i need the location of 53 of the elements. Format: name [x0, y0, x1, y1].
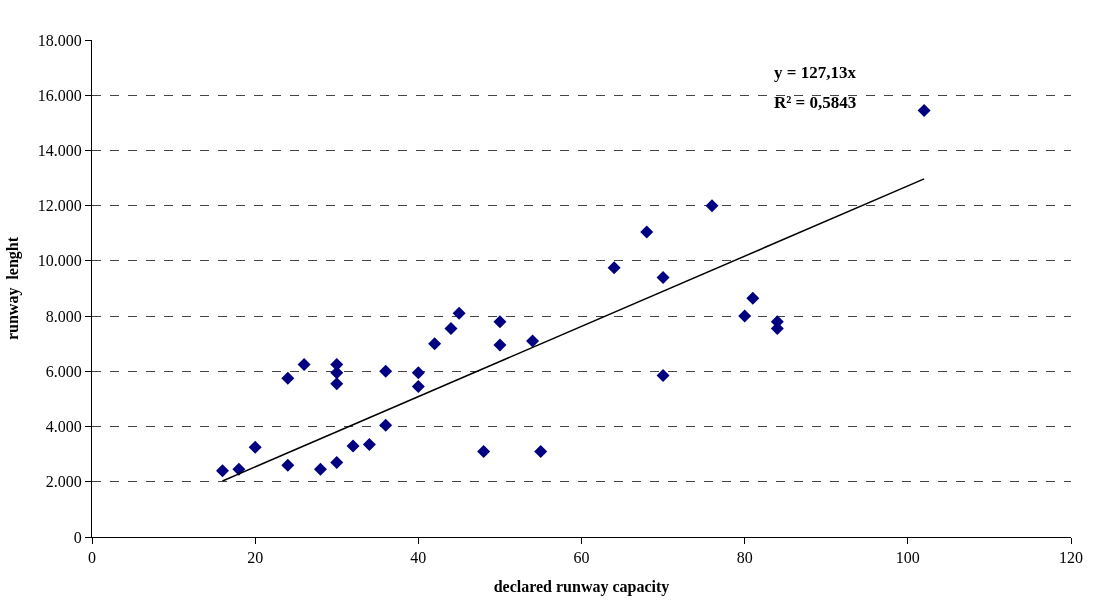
- point: [411, 366, 425, 380]
- point: [477, 444, 491, 458]
- point: [444, 322, 458, 336]
- x-tick-label: 20: [247, 549, 264, 567]
- point: [330, 366, 344, 380]
- y-tick-label: 16.000: [37, 86, 82, 104]
- y-tick-label: 4.000: [45, 418, 82, 436]
- x-tick-label: 0: [88, 549, 96, 567]
- y-tick-label: 0: [73, 528, 82, 546]
- point: [917, 103, 931, 117]
- point: [411, 380, 425, 394]
- point: [330, 377, 344, 391]
- point: [379, 418, 393, 432]
- y-axis-title: runway lenght: [3, 236, 22, 341]
- point: [346, 439, 360, 453]
- y-tick-label: 18.000: [37, 31, 82, 49]
- x-tick-label: 120: [1059, 549, 1083, 567]
- point: [656, 368, 670, 382]
- point: [493, 315, 507, 329]
- x-tick-label: 60: [573, 549, 590, 567]
- point: [428, 337, 442, 351]
- point: [216, 464, 230, 478]
- point: [640, 225, 654, 239]
- y-tick-label: 6.000: [45, 362, 82, 380]
- point: [705, 199, 719, 213]
- point: [232, 462, 246, 476]
- x-tick-label: 80: [736, 549, 753, 567]
- y-tick-label: 10.000: [37, 252, 82, 270]
- y-tick-label: 14.000: [37, 142, 82, 160]
- annotation: R² = 0,5843: [774, 93, 857, 112]
- point: [493, 338, 507, 352]
- point: [297, 357, 311, 371]
- point: [452, 306, 466, 320]
- y-tick-label: 12.000: [37, 197, 82, 215]
- x-tick-label: 40: [410, 549, 427, 567]
- point: [534, 444, 548, 458]
- point: [281, 458, 295, 472]
- point: [607, 261, 621, 275]
- annotation: y = 127,13x: [774, 63, 857, 82]
- point: [362, 438, 376, 451]
- point: [746, 291, 760, 305]
- point: [313, 462, 327, 476]
- point: [738, 309, 752, 323]
- point: [656, 270, 670, 284]
- x-tick-label: 100: [895, 549, 920, 567]
- x-axis-title: declared runway capacity: [493, 577, 670, 596]
- point: [281, 371, 295, 385]
- y-tick-label: 2.000: [45, 473, 82, 491]
- point: [248, 440, 262, 454]
- point: [330, 455, 344, 469]
- point: [379, 364, 393, 378]
- point: [526, 334, 540, 348]
- y-tick-label: 8.000: [45, 307, 82, 325]
